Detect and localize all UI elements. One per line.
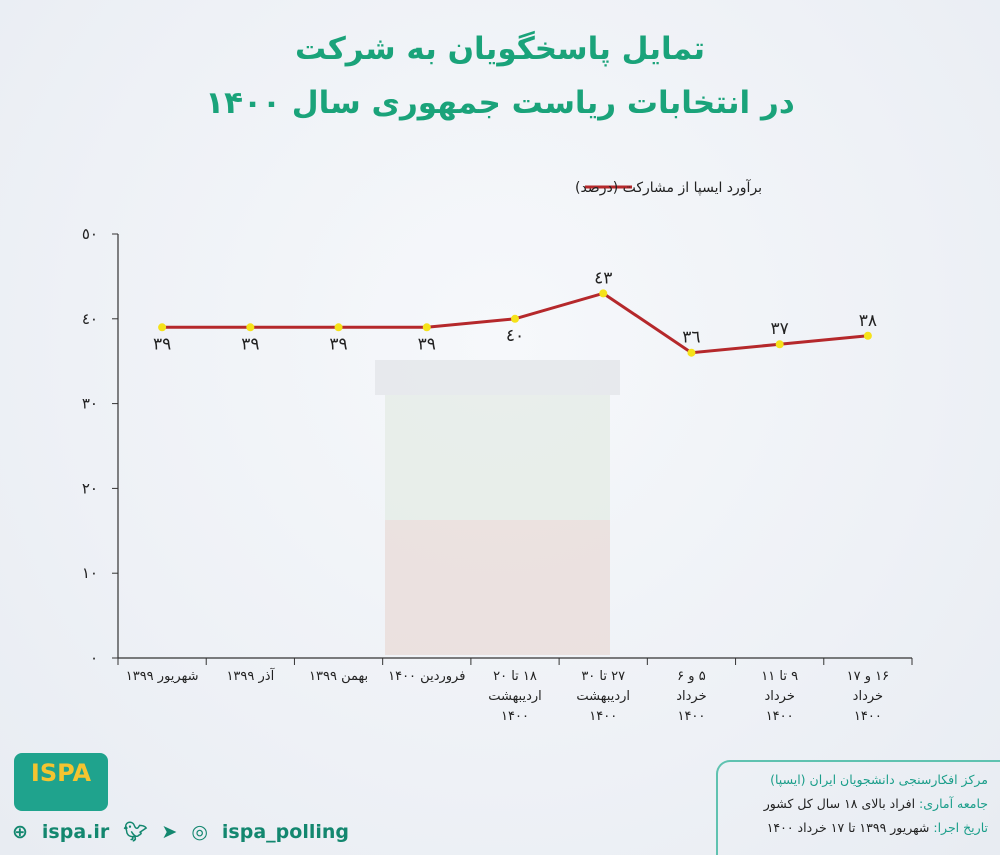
- data-point: [158, 323, 167, 332]
- data-label: ٣٩: [329, 334, 347, 354]
- x-tick-label: شهریور ۱۳۹۹: [126, 669, 199, 684]
- instagram-handle[interactable]: ispa_polling: [221, 820, 349, 843]
- chart-title: تمایل پاسخگویان به شرکت در انتخابات ریاس…: [0, 22, 1000, 130]
- title-line-2: در انتخابات ریاست جمهوری سال ۱۴۰۰: [205, 85, 795, 121]
- data-label: ٣٦: [682, 328, 700, 348]
- x-tick-label: ۵ و ۶ خرداد ۱۴۰۰: [676, 669, 706, 724]
- x-tick-label: فروردین ۱۴۰۰: [388, 669, 465, 684]
- data-label: ٣٩: [418, 334, 436, 354]
- twitter-icon[interactable]: 🐦︎: [123, 821, 148, 843]
- x-tick-label: ۱۸ تا ۲۰ اردیبهشت ۱۴۰۰: [488, 669, 542, 724]
- data-label: ٣٧: [771, 319, 789, 339]
- data-label: ٣٩: [153, 334, 171, 354]
- data-point: [775, 340, 784, 349]
- x-tick-label: ۱۶ و ۱۷ خرداد ۱۴۰۰: [847, 669, 889, 724]
- flag-red-band: [385, 520, 610, 655]
- date-value: شهریور ۱۳۹۹ تا ۱۷ خرداد ۱۴۰۰: [766, 820, 930, 835]
- website-link[interactable]: ispa.ir: [41, 820, 110, 843]
- date-label: تاریخ اجرا:: [933, 820, 988, 835]
- data-label: ٤٠: [506, 326, 524, 346]
- data-point: [511, 314, 519, 323]
- survey-info-box: مرکز افکارسنجی دانشجویان ایران (ایسپا) ج…: [716, 760, 1000, 855]
- x-tick-label: ۲۷ تا ۳۰ اردیبهشت ۱۴۰۰: [576, 669, 630, 724]
- x-tick-label: بهمن ۱۳۹۹: [309, 669, 368, 684]
- y-tick-label: ١٠: [82, 564, 98, 582]
- y-tick-label: ٠: [90, 649, 98, 667]
- ballot-box-lid: [375, 360, 620, 395]
- logo-text: ISPA: [30, 759, 92, 787]
- data-point: [334, 323, 343, 332]
- y-tick-label: ٣٠: [82, 395, 98, 413]
- data-point: [863, 331, 872, 340]
- globe-icon: ⊕: [12, 820, 28, 843]
- data-point: [687, 348, 696, 357]
- data-label: ٣٨: [859, 311, 877, 331]
- y-tick-label: ٤٠: [82, 310, 98, 328]
- y-tick-label: ٢٠: [82, 479, 98, 497]
- instagram-icon[interactable]: ◎: [191, 820, 208, 843]
- data-label: ٤٣: [594, 268, 612, 288]
- ispa-logo: ISPA: [14, 753, 108, 811]
- legend-label: برآورد ایسپا از مشارکت (درصد): [575, 179, 762, 196]
- org-name: مرکز افکارسنجی دانشجویان ایران (ایسپا): [770, 772, 988, 787]
- population-value: افراد بالای ۱۸ سال کل کشور: [763, 796, 916, 811]
- title-line-1: تمایل پاسخگویان به شرکت: [294, 31, 706, 67]
- data-label: ٣٩: [241, 334, 259, 354]
- population-label: جامعه آماری:: [919, 796, 988, 811]
- x-tick-label: آذر ۱۳۹۹: [226, 667, 275, 684]
- data-point: [246, 323, 255, 332]
- y-tick-label: ٥٠: [82, 225, 98, 243]
- data-point: [599, 289, 608, 298]
- data-point: [422, 323, 431, 332]
- line-chart: ٠ ١٠ ٢٠ ٣٠ ٤٠ ٥٠ شهریور ۱۳۹۹ آذر ۱۳۹۹ بهمن ۱۳۹۹ ف…: [82, 179, 913, 724]
- telegram-icon[interactable]: ➤: [161, 820, 178, 843]
- x-tick-label: ۹ تا ۱۱ خرداد ۱۴۰۰: [761, 669, 798, 724]
- social-links: ⊕ ispa.ir 🐦︎ ➤ ◎ ispa_polling: [12, 820, 349, 844]
